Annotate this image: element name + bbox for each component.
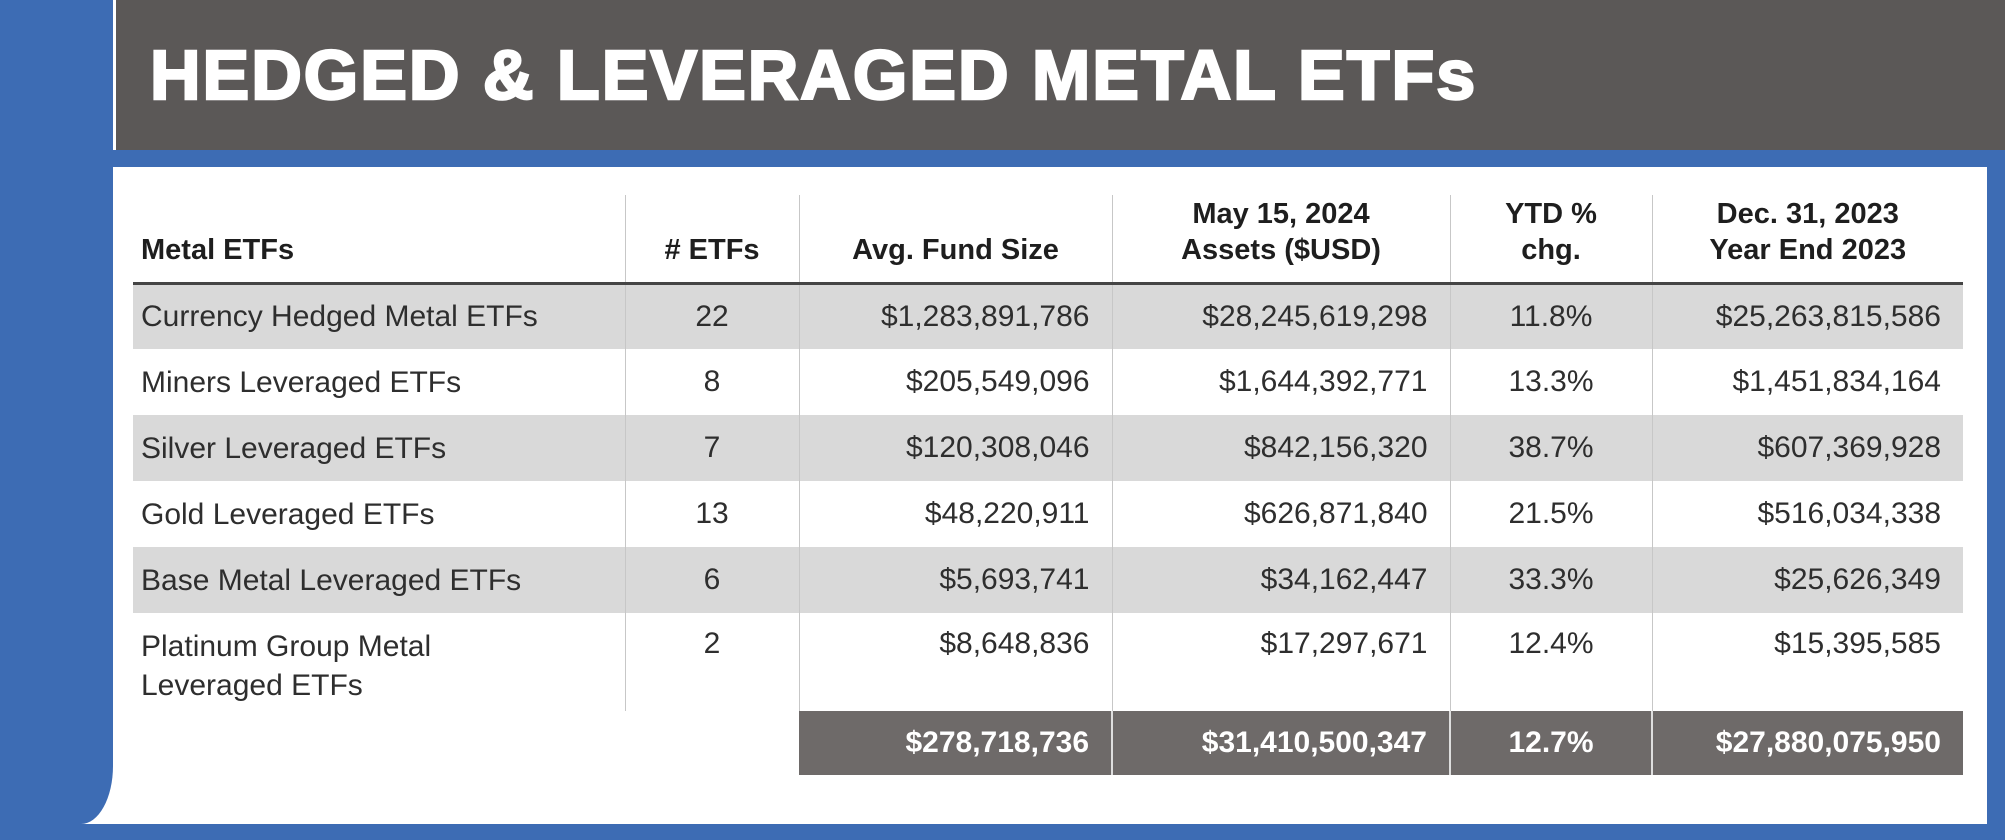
cell-ytd-change: 21.5% bbox=[1450, 481, 1653, 547]
cell-ytd-change: 12.4% bbox=[1450, 613, 1653, 711]
cell-avg-fund-size: $48,220,911 bbox=[799, 481, 1113, 547]
cell-avg-fund-size: $120,308,046 bbox=[799, 415, 1113, 481]
cell-category: Base Metal Leveraged ETFs bbox=[133, 547, 626, 613]
page-title: HEDGED & LEVERAGED METAL ETFs bbox=[149, 35, 1478, 116]
cell-category: Gold Leveraged ETFs bbox=[133, 481, 626, 547]
cell-category: Currency Hedged Metal ETFs bbox=[133, 283, 626, 349]
table-header-row: Metal ETFs # ETFs Avg. Fund Size May 15,… bbox=[133, 195, 1963, 285]
cell-etf-count: 8 bbox=[625, 349, 800, 415]
cell-year-end: $25,263,815,586 bbox=[1652, 283, 1963, 349]
cell-etf-count: 22 bbox=[625, 283, 800, 349]
cell-category: Miners Leveraged ETFs bbox=[133, 349, 626, 415]
cell-category: Silver Leveraged ETFs bbox=[133, 415, 626, 481]
col-header-ytd: YTD % chg. bbox=[1450, 195, 1653, 285]
cell-avg-fund-size: $1,283,891,786 bbox=[799, 283, 1113, 349]
cell-ytd-change: 38.7% bbox=[1450, 415, 1653, 481]
cell-etf-count: 13 bbox=[625, 481, 800, 547]
etf-table: Metal ETFs # ETFs Avg. Fund Size May 15,… bbox=[133, 195, 1963, 775]
col-header-year-end: Dec. 31, 2023 Year End 2023 bbox=[1652, 195, 1963, 285]
total-assets: $31,410,500,347 bbox=[1111, 711, 1450, 775]
cell-etf-count: 7 bbox=[625, 415, 800, 481]
cell-ytd-change: 13.3% bbox=[1450, 349, 1653, 415]
col-header-assets: May 15, 2024 Assets ($USD) bbox=[1112, 195, 1451, 285]
table-row: Platinum Group Metal Leveraged ETFs 2 $8… bbox=[133, 613, 1963, 711]
cell-assets: $842,156,320 bbox=[1112, 415, 1451, 481]
table-row: Gold Leveraged ETFs 13 $48,220,911 $626,… bbox=[133, 481, 1963, 547]
cell-year-end: $607,369,928 bbox=[1652, 415, 1963, 481]
cell-assets: $1,644,392,771 bbox=[1112, 349, 1451, 415]
cell-year-end: $1,451,834,164 bbox=[1732, 365, 1941, 398]
right-accent-bar bbox=[1986, 150, 2005, 840]
cell-etf-count: 6 bbox=[625, 547, 800, 613]
table-row: Miners Leveraged ETFs 8 $205,549,096 $1,… bbox=[133, 349, 1963, 415]
cell-avg-fund-size: $8,648,836 bbox=[799, 613, 1113, 711]
table-row: Silver Leveraged ETFs 7 $120,308,046 $84… bbox=[133, 415, 1963, 481]
totals-row: $278,718,736 $31,410,500,347 12.7% $27,8… bbox=[133, 711, 1963, 775]
accent-strip-under-title bbox=[0, 150, 2005, 167]
col-header-avg-fund-size: Avg. Fund Size bbox=[799, 195, 1113, 285]
cell-assets: $28,245,619,298 bbox=[1112, 283, 1451, 349]
cell-year-end: $25,626,349 bbox=[1652, 547, 1963, 613]
table-row: Base Metal Leveraged ETFs 6 $5,693,741 $… bbox=[133, 547, 1963, 613]
title-band: HEDGED & LEVERAGED METAL ETFs bbox=[116, 0, 2005, 150]
col-header-num-etfs: # ETFs bbox=[625, 195, 800, 285]
table-card: Metal ETFs # ETFs Avg. Fund Size May 15,… bbox=[113, 167, 1987, 824]
cell-avg-fund-size: $5,693,741 bbox=[799, 547, 1113, 613]
cell-year-end: $15,395,585 bbox=[1774, 627, 1941, 660]
cell-ytd-change: 11.8% bbox=[1450, 283, 1653, 349]
bottom-accent-bar bbox=[0, 824, 2005, 840]
total-year-end: $27,880,075,950 bbox=[1651, 711, 1963, 775]
cell-year-end: $516,034,338 bbox=[1757, 497, 1941, 530]
col-header-metal-etfs: Metal ETFs bbox=[133, 195, 626, 285]
cell-ytd-change: 33.3% bbox=[1450, 547, 1653, 613]
cell-assets: $17,297,671 bbox=[1112, 613, 1451, 711]
total-avg-fund-size: $278,718,736 bbox=[799, 711, 1112, 775]
cell-avg-fund-size: $205,549,096 bbox=[799, 349, 1113, 415]
table-row: Currency Hedged Metal ETFs 22 $1,283,891… bbox=[133, 283, 1963, 349]
cell-etf-count: 2 bbox=[625, 613, 800, 711]
cell-category: Platinum Group Metal Leveraged ETFs bbox=[133, 613, 626, 711]
left-accent-bar bbox=[0, 0, 113, 824]
cell-assets: $626,871,840 bbox=[1112, 481, 1451, 547]
total-ytd-change: 12.7% bbox=[1449, 711, 1652, 775]
totals-spacer bbox=[133, 711, 625, 775]
cell-assets: $34,162,447 bbox=[1112, 547, 1451, 613]
totals-spacer bbox=[625, 711, 799, 775]
